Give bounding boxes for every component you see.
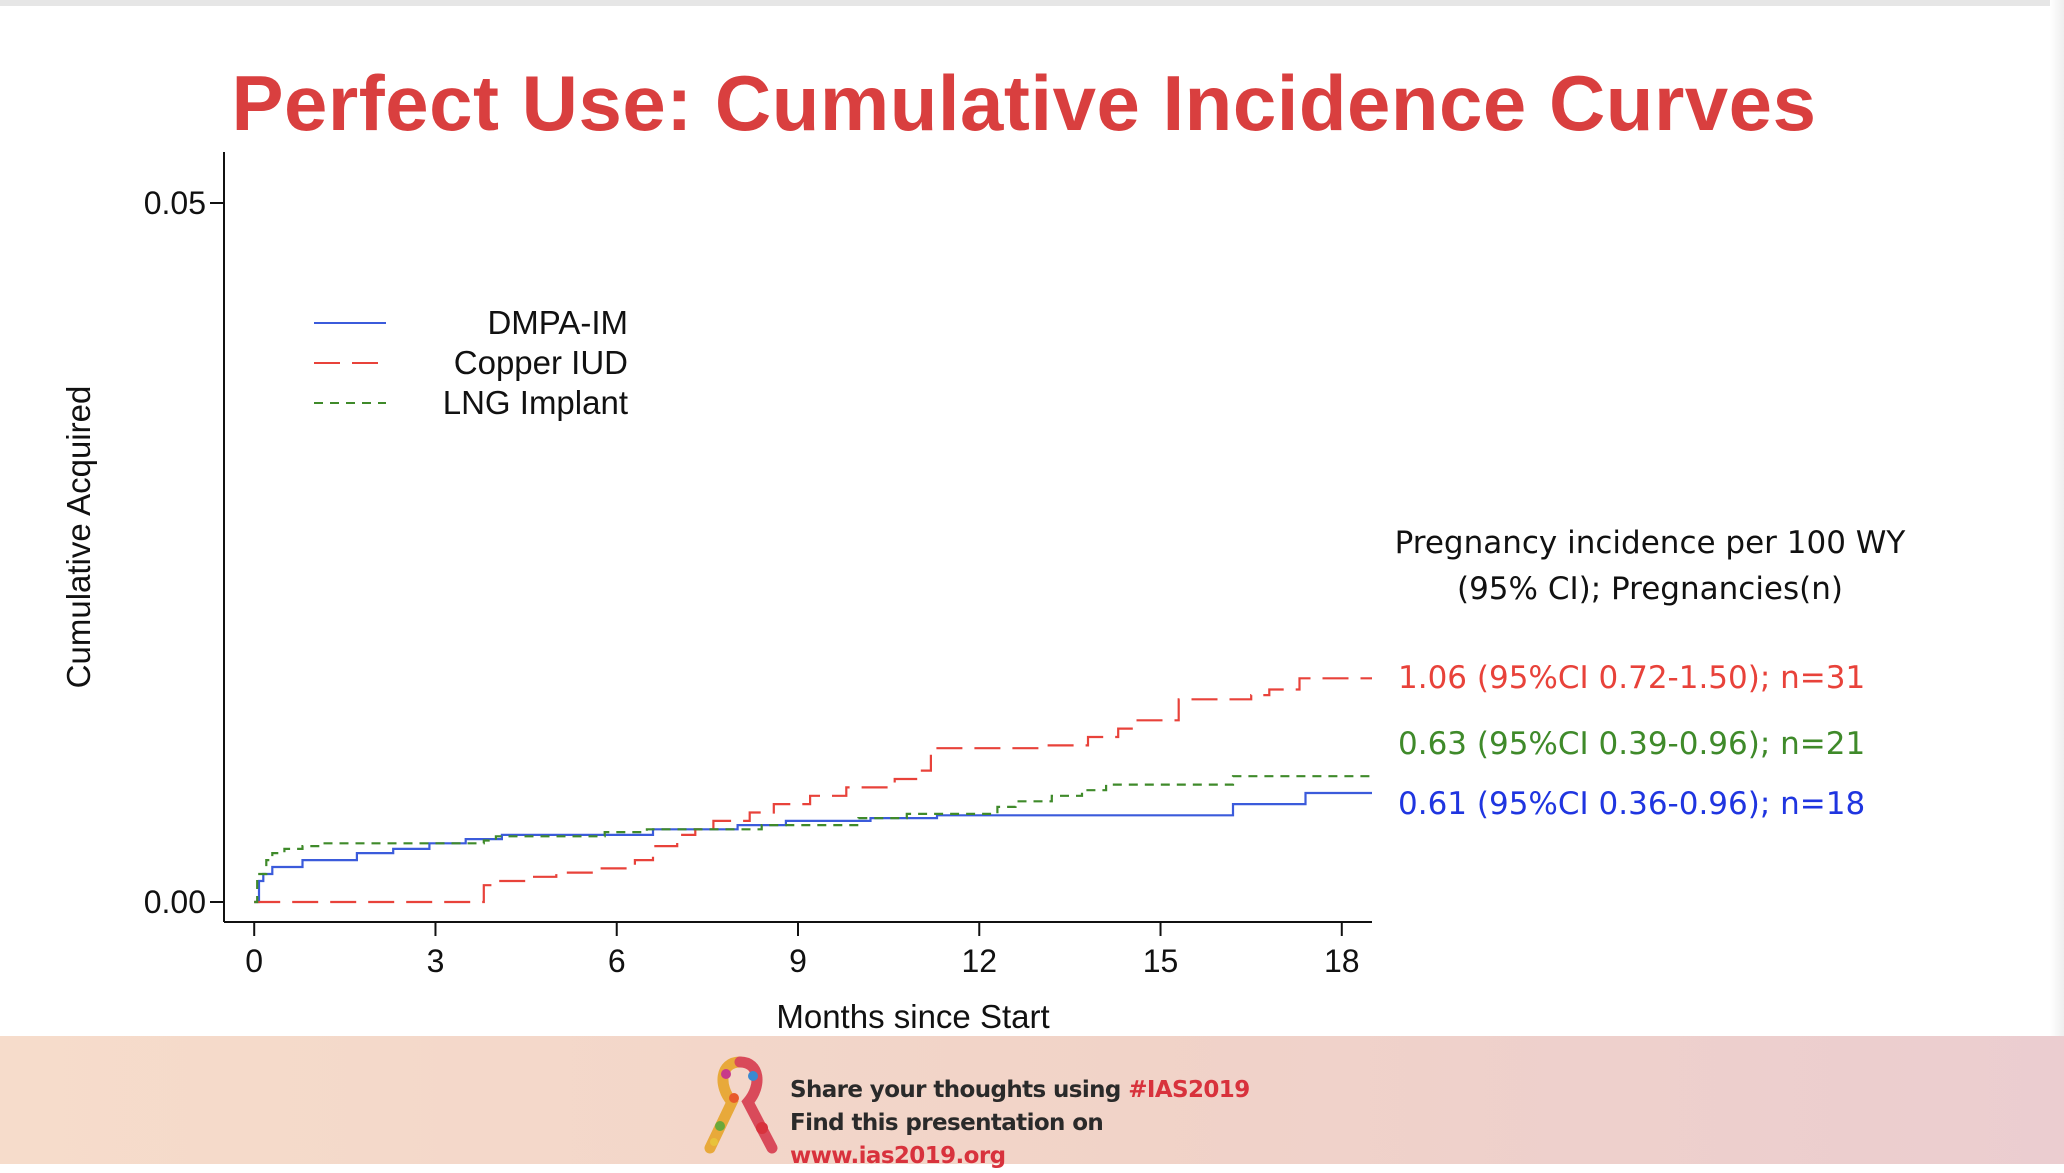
annotation-header-line2: (95% CI); Pregnancies(n) [1456,571,1843,607]
footer-banner [0,1036,2064,1164]
legend-label: Copper IUD [454,344,628,381]
hashtag-link[interactable]: #IAS2019 [1128,1077,1250,1103]
chart-series-layer [254,677,1372,904]
legend-label: DMPA-IM [487,304,628,341]
footer-line-2-prefix: Find this presentation on [790,1110,1104,1136]
x-axis-title: Months since Start [776,998,1049,1035]
x-tick-label: 6 [608,943,626,979]
x-tick-label: 3 [427,943,445,979]
annotation-header-line1: Pregnancy incidence per 100 WY [1394,525,1906,561]
annotation-lng-implant: 0.63 (95%CI 0.39-0.96); n=21 [1398,726,1866,762]
y-axis-title: Cumulative Acquired [60,386,97,689]
ias-ribbon-logo-icon [704,1056,778,1154]
y-tick-label: 0.00 [144,884,206,920]
series-line-copper-iud [254,677,1372,904]
footer-line-1: Share your thoughts using #IAS2019 [790,1074,1290,1107]
x-tick-label: 0 [245,943,263,979]
annotation-copper-iud: 1.06 (95%CI 0.72-1.50); n=31 [1398,660,1866,696]
chart-axes: 0 3 6 9 12 15 18 0.00 0.05 Months since Start Cumu… [60,152,1372,1035]
right-edge-shadow [2050,0,2064,1164]
top-border [0,0,2064,6]
legend-label: LNG Implant [443,384,628,421]
footer-line-1-prefix: Share your thoughts using [790,1077,1129,1103]
series-line-lng-implant [254,775,1372,904]
slide-title: Perfect Use: Cumulative Incidence Curves [231,59,1817,147]
y-tick-label: 0.05 [144,185,206,221]
annotation-header: Pregnancy incidence per 100 WY (95% CI);… [1370,520,1930,612]
website-link[interactable]: www.ias2019.org [790,1143,1006,1169]
x-tick-label: 12 [961,943,997,979]
x-tick-label: 9 [789,943,807,979]
series-line-dmpa-im [254,791,1372,904]
annotation-dmpa-im: 0.61 (95%CI 0.36-0.96); n=18 [1398,786,1866,822]
x-tick-label: 15 [1143,943,1179,979]
x-tick-label: 18 [1324,943,1360,979]
footer-line-2: Find this presentation on www.ias2019.or… [790,1107,1290,1173]
footer-text: Share your thoughts using #IAS2019 Find … [790,1074,1290,1173]
